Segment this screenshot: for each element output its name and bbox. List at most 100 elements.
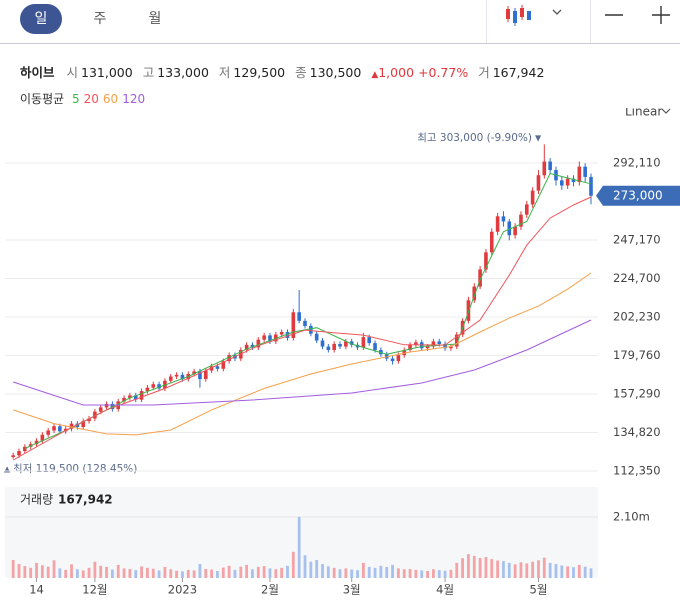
- volume-bar: [548, 562, 552, 578]
- tab-bar: 일 주 월: [0, 0, 680, 44]
- candle-body: [536, 175, 541, 191]
- candle-body: [489, 231, 494, 253]
- candle-body: [133, 395, 138, 400]
- field-label: 거: [478, 65, 490, 80]
- candles: [11, 144, 593, 459]
- volume-bar: [70, 564, 73, 578]
- volume-bar: [420, 570, 424, 578]
- candle-body: [431, 341, 436, 347]
- tab-month[interactable]: 월: [148, 11, 162, 27]
- candle-body: [589, 176, 593, 196]
- volume-bar: [566, 566, 570, 578]
- candle-body: [367, 337, 372, 344]
- candle-body: [17, 451, 21, 456]
- field-label: 저: [218, 65, 231, 80]
- stock-name: 하이브: [20, 65, 55, 80]
- volume-bar: [432, 569, 435, 578]
- volume-bar: [519, 562, 523, 578]
- volume-bar: [146, 567, 149, 578]
- high-note: 최고 303,000 (-9.90%): [417, 132, 532, 144]
- candle-body: [81, 421, 86, 428]
- candle-body: [244, 344, 249, 350]
- candle-body: [174, 374, 179, 377]
- candle-body: [326, 346, 331, 350]
- candle-body: [320, 340, 325, 347]
- volume-bar: [116, 564, 120, 578]
- volume-bar: [461, 558, 464, 578]
- change: 1,000: [378, 65, 415, 80]
- y-tick-label: 224,700: [613, 271, 661, 285]
- volume-bar: [163, 566, 167, 578]
- candle-body: [11, 455, 15, 458]
- candle-body: [565, 178, 570, 186]
- volume-bar: [140, 566, 143, 578]
- volume-bar: [356, 570, 359, 578]
- volume-bar: [233, 569, 237, 578]
- volume-bar: [321, 564, 324, 578]
- field-value: 130,500: [309, 65, 362, 80]
- volume-bar: [344, 568, 348, 578]
- candle-body: [291, 312, 296, 338]
- volume-bar: [478, 557, 482, 578]
- candle-body: [309, 325, 313, 334]
- volume-bar: [221, 567, 225, 578]
- candle-body: [408, 344, 412, 350]
- volume-bar: [332, 567, 336, 578]
- volume-bar: [507, 562, 511, 578]
- volume-bar: [11, 559, 15, 578]
- volume-bar: [303, 555, 307, 578]
- volume-bar: [227, 565, 231, 578]
- x-tick-label: 4월: [436, 583, 454, 597]
- volume-bar: [151, 568, 155, 578]
- volume-bar: [589, 568, 593, 578]
- ma-line: [24, 172, 592, 449]
- volume-bars: [11, 516, 593, 578]
- candle-body: [268, 335, 272, 342]
- candle-body: [425, 346, 430, 349]
- volume-bar: [449, 569, 453, 578]
- chart-type-button[interactable]: [506, 5, 562, 26]
- candle-body: [437, 341, 442, 344]
- candle-body: [209, 366, 214, 371]
- field-label: 시: [66, 65, 79, 80]
- volume-bar: [52, 560, 56, 578]
- field-value: 131,000: [81, 65, 133, 80]
- tab-day[interactable]: 일: [20, 4, 62, 34]
- candle-body: [215, 366, 220, 369]
- candle-body: [93, 411, 97, 419]
- volume-bar: [326, 566, 330, 578]
- y-tick-label: 157,290: [613, 387, 661, 401]
- candle-body: [571, 178, 576, 183]
- volume-bar: [373, 567, 377, 578]
- candle-body: [548, 161, 552, 171]
- field-value: 167,942: [492, 65, 545, 80]
- candle-body: [314, 333, 319, 341]
- candle-body: [530, 190, 535, 205]
- candle-body: [303, 320, 307, 326]
- candle-body: [221, 361, 226, 369]
- candle-body: [344, 341, 348, 347]
- volume-bar: [572, 567, 575, 578]
- volume-bar: [583, 566, 587, 578]
- candle-body: [151, 384, 156, 388]
- zoom-in-button[interactable]: [652, 6, 670, 24]
- candle-body: [98, 407, 103, 412]
- candle-body: [198, 371, 202, 380]
- field-label: 고: [142, 65, 155, 80]
- tab-week[interactable]: 주: [93, 11, 107, 27]
- volume-bar: [379, 565, 383, 578]
- volume-bar: [502, 561, 505, 578]
- volume-bar: [128, 568, 132, 578]
- high-marker: ▼: [535, 134, 542, 143]
- y-tick-label: 112,350: [613, 464, 661, 478]
- scale-selector[interactable]: Linear: [625, 108, 662, 119]
- candle-body: [501, 216, 506, 222]
- volume-bar: [40, 565, 44, 578]
- volume-bar: [455, 562, 459, 578]
- volume-bar: [169, 569, 173, 578]
- volume-panel: [5, 487, 598, 578]
- volume-bar: [251, 569, 254, 578]
- volume-bar: [105, 566, 108, 578]
- candle-body: [87, 418, 91, 422]
- volume-bar: [391, 564, 394, 578]
